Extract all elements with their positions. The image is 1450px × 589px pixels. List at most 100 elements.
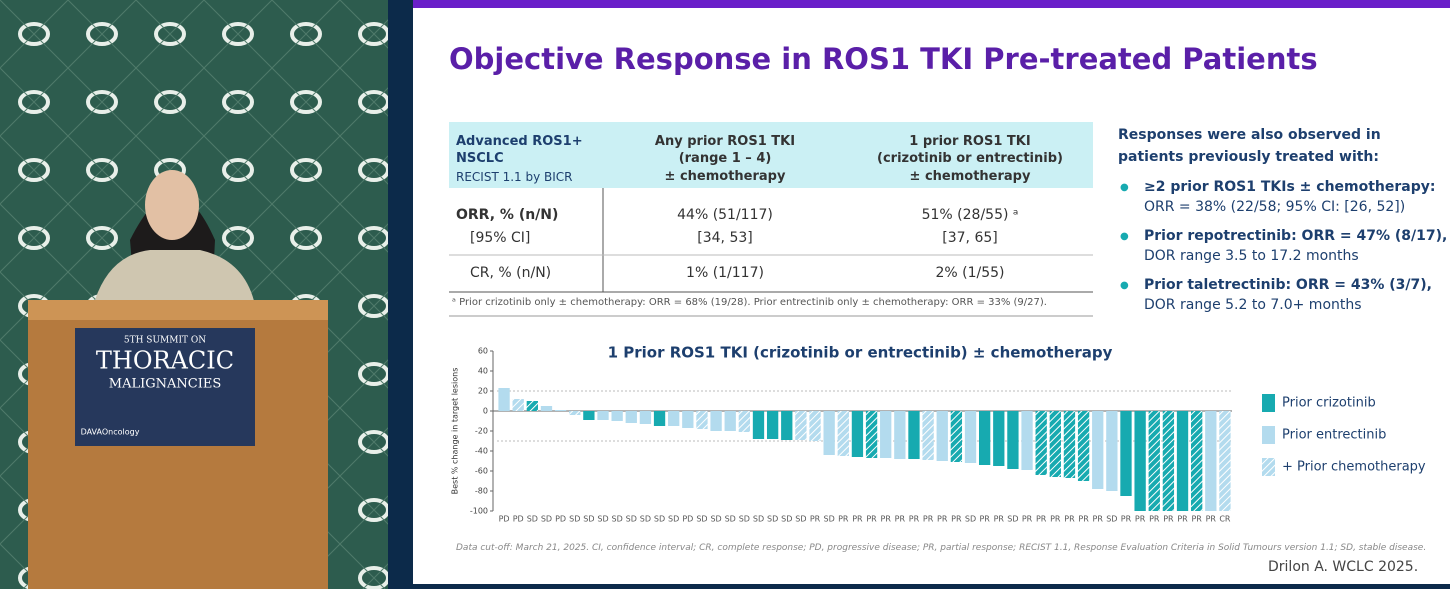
- x-tick-label: SD: [739, 515, 750, 524]
- bar: [880, 411, 892, 458]
- td: CR, % (n/N): [470, 265, 552, 281]
- side-heading: Responses were also observed in: [1118, 127, 1381, 143]
- x-tick-label: SD: [626, 515, 637, 524]
- y-tick-label: -40: [475, 447, 488, 456]
- bar: [1007, 411, 1019, 469]
- x-tick-label: SD: [654, 515, 665, 524]
- bar: [922, 411, 934, 460]
- td: [95% CI]: [470, 230, 531, 246]
- x-tick-label: PR: [895, 515, 906, 524]
- x-tick-label: PR: [1036, 515, 1047, 524]
- th: Any prior ROS1 TKI: [654, 134, 796, 149]
- x-tick-label: SD: [725, 515, 736, 524]
- bullet: DOR range 5.2 to 7.0+ months: [1144, 297, 1362, 313]
- x-tick-label: SD: [696, 515, 707, 524]
- bar: [1205, 411, 1217, 511]
- y-tick-label: -80: [475, 487, 488, 496]
- td: 44% (51/117): [677, 207, 773, 223]
- bullet: DOR range 3.5 to 17.2 months: [1144, 248, 1359, 264]
- bar: [1176, 411, 1189, 511]
- bar: [1120, 411, 1132, 496]
- bullet: ORR = 38% (22/58; 95% CI: [26, 52]): [1144, 199, 1406, 215]
- bar: [752, 411, 765, 439]
- bar: [682, 411, 694, 428]
- bar: [611, 411, 623, 421]
- bar: [668, 411, 680, 426]
- bar: [809, 411, 821, 441]
- x-tick-label: SD: [569, 515, 580, 524]
- x-tick-label: SD: [668, 515, 679, 524]
- bar: [978, 411, 991, 465]
- x-tick-label: SD: [640, 515, 651, 524]
- bar: [710, 411, 722, 431]
- y-axis-label: Best % change in target lesions: [451, 368, 460, 495]
- bar: [1049, 411, 1061, 477]
- x-tick-label: SD: [1007, 515, 1018, 524]
- bar: [1191, 411, 1203, 511]
- bar: [738, 411, 751, 432]
- y-tick-label: 60: [478, 347, 488, 356]
- x-tick-label: SD: [795, 515, 806, 524]
- bullet-dot: ●: [1120, 231, 1129, 242]
- face: [145, 170, 199, 240]
- bullet: Prior taletrectinib: ORR = 43% (3/7),: [1144, 277, 1432, 293]
- x-tick-label: PR: [1135, 515, 1146, 524]
- bar: [639, 411, 652, 424]
- y-tick-label: -60: [475, 467, 488, 476]
- td: [34, 53]: [697, 230, 753, 246]
- x-tick-label: CR: [1219, 515, 1231, 524]
- bar: [540, 406, 553, 411]
- td: 2% (1/55): [935, 265, 1005, 281]
- bar: [766, 411, 779, 439]
- x-tick-label: PR: [1121, 515, 1132, 524]
- bar: [1219, 411, 1231, 511]
- x-tick-label: SD: [767, 515, 778, 524]
- th: ± chemotherapy: [664, 169, 786, 184]
- bar: [936, 411, 948, 461]
- y-tick-label: 40: [478, 367, 488, 376]
- y-tick-label: -100: [470, 507, 488, 516]
- th: Advanced ROS1+: [456, 134, 583, 149]
- bar: [1134, 411, 1146, 511]
- sign-text: THORACIC: [96, 347, 234, 375]
- x-tick-label: PR: [1050, 515, 1061, 524]
- data-cutoff: Data cut-off: March 21, 2025. CI, confid…: [456, 543, 1427, 553]
- x-tick-label: PR: [1022, 515, 1033, 524]
- x-tick-label: PR: [881, 515, 892, 524]
- x-tick-label: PR: [1064, 515, 1075, 524]
- x-tick-label: PR: [1163, 515, 1174, 524]
- bar: [795, 411, 807, 440]
- bar: [1106, 411, 1118, 491]
- x-tick-label: PR: [810, 515, 821, 524]
- bar: [597, 411, 609, 420]
- podium-top: [28, 300, 328, 320]
- x-tick-label: SD: [824, 515, 835, 524]
- bar: [950, 411, 963, 462]
- x-tick-label: SD: [612, 515, 623, 524]
- x-tick-label: PD: [513, 515, 524, 524]
- x-tick-label: PR: [1206, 515, 1217, 524]
- bar: [837, 411, 849, 456]
- x-tick-label: PR: [979, 515, 990, 524]
- citation: Drilon A. WCLC 2025.: [1268, 559, 1419, 575]
- bar: [512, 399, 524, 411]
- bar: [498, 388, 510, 411]
- x-tick-label: PR: [937, 515, 948, 524]
- bar: [583, 411, 595, 420]
- x-tick-label: PR: [1149, 515, 1160, 524]
- x-tick-label: PR: [1191, 515, 1202, 524]
- bar: [908, 411, 920, 459]
- podium-sign: [75, 328, 255, 446]
- bar: [993, 411, 1005, 466]
- bar: [964, 411, 977, 463]
- bullet-dot: ●: [1120, 182, 1129, 193]
- sign-logo: DAVAOncology: [81, 428, 140, 437]
- x-tick-label: PR: [1177, 515, 1188, 524]
- legend-label: Prior crizotinib: [1282, 396, 1376, 411]
- sign-text: 5TH SUMMIT ON: [124, 336, 206, 346]
- legend-swatch: [1262, 458, 1275, 476]
- bar: [625, 411, 637, 423]
- x-tick-label: SD: [541, 515, 552, 524]
- x-tick-label: SD: [965, 515, 976, 524]
